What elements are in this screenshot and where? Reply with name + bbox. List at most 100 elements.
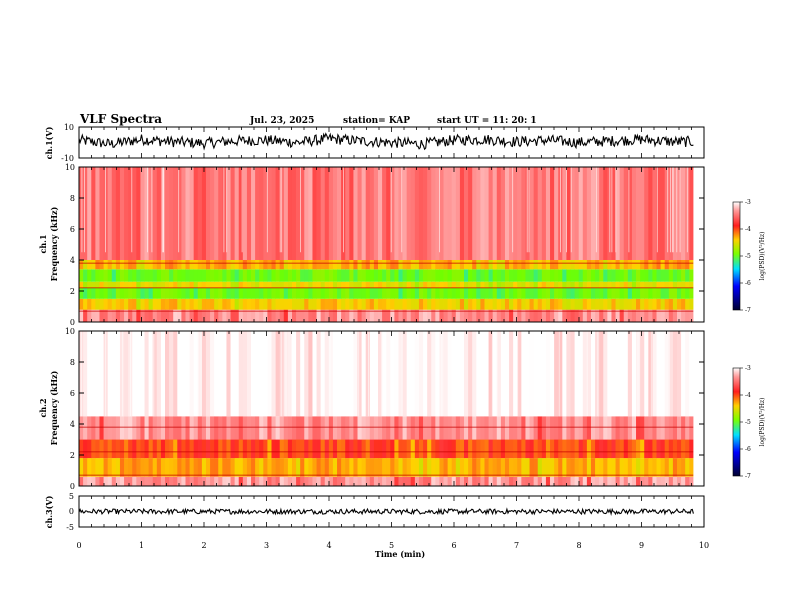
spectrogram-cell (517, 167, 522, 260)
spectrogram-cell (320, 281, 326, 288)
spectrogram-cell (472, 439, 477, 459)
spectrogram-cell (427, 287, 432, 299)
spectrogram-cell (300, 287, 305, 299)
spectrogram-cell (337, 416, 342, 440)
spectrogram-cell (623, 281, 629, 288)
spectrogram-cell (611, 331, 616, 417)
spectrogram-cell (369, 167, 375, 260)
spectrogram-cell (648, 439, 653, 459)
spectrogram-cell (464, 309, 469, 322)
spectrogram-cell (631, 476, 637, 486)
spectrogram-cell (365, 416, 371, 440)
spectrogram-cell (525, 476, 530, 486)
spectrogram-cell (226, 260, 231, 270)
spectrogram-cell (115, 167, 121, 260)
spectrogram-gap (178, 167, 180, 253)
spectrogram-cell (91, 281, 96, 288)
spectrogram-cell (615, 167, 621, 260)
spectrogram-cell (627, 439, 633, 459)
spectrogram-cell (124, 298, 129, 310)
ch1-spec-ylabel-channel: ch.1 (38, 234, 48, 253)
spectrogram-cell (447, 167, 453, 260)
spectrogram-cell (193, 309, 199, 322)
spectrogram-cell (582, 260, 588, 270)
spectrogram-cell (324, 287, 330, 299)
spectrogram-cell (439, 281, 444, 288)
spectrogram-cell (230, 331, 236, 417)
spectrogram-cell (652, 167, 657, 260)
spectrogram-cell (472, 458, 477, 477)
spectrogram-cell (619, 287, 625, 299)
spectrogram-cell (177, 281, 182, 288)
spectrogram-cell (648, 167, 653, 260)
spectrogram-cell (586, 298, 592, 310)
spectrogram-cell (234, 476, 240, 486)
spectrogram-cell (87, 476, 92, 486)
spectrogram-cell (238, 416, 244, 440)
spectrogram-cell (525, 167, 530, 260)
spectrogram-cell (550, 309, 555, 322)
spectrogram-cell (246, 269, 252, 282)
spectrogram-cell (275, 331, 281, 417)
spectrogram-cell (238, 309, 244, 322)
spectrogram-cell (205, 331, 211, 417)
spectrogram-cell (464, 287, 469, 299)
spectrogram-cell (91, 167, 96, 260)
spectrogram-cell (648, 298, 653, 310)
spectrogram-cell (443, 439, 449, 459)
spectrogram-cell (369, 476, 375, 486)
spectrogram-cell (185, 476, 190, 486)
spectrogram-cell (611, 260, 616, 270)
spectrogram-gap (570, 167, 572, 253)
spectrogram-cell (308, 476, 313, 486)
spectrogram-gap (496, 331, 498, 417)
spectrogram-gap (645, 331, 646, 417)
spectrogram-cell (443, 269, 449, 282)
spectrogram-cell (169, 476, 174, 486)
spectrogram-cell (271, 309, 276, 322)
spectrogram-cell (361, 269, 367, 282)
spectrogram-cell (91, 269, 96, 282)
spectrogram-cell (607, 439, 612, 459)
spectrogram-cell (222, 298, 227, 310)
spectrogram-cell (480, 269, 485, 282)
spectrogram-cell (636, 416, 641, 440)
spectrogram-cell (128, 458, 133, 477)
spectrogram-cell (263, 287, 268, 299)
spectrogram-cell (623, 439, 629, 459)
spectrogram-cell (160, 458, 166, 477)
spectrogram-cell (480, 458, 485, 477)
spectrogram-cell (537, 416, 543, 440)
spectrogram-cell (402, 331, 408, 417)
spectrogram-cell (423, 269, 428, 282)
spectrogram-cell (99, 298, 104, 310)
spectrogram-cell (119, 476, 125, 486)
spectrogram-cell (529, 476, 535, 486)
spectrogram-cell (525, 439, 530, 459)
spectrogram-cell (222, 269, 227, 282)
spectrogram-cell (631, 269, 637, 282)
spectrogram-cell (562, 476, 567, 486)
spectrogram-cell (353, 281, 358, 288)
spectrogram-cell (627, 287, 633, 299)
spectrogram-cell (79, 298, 84, 310)
spectrogram-cell (332, 309, 338, 322)
spectrogram-gap (302, 331, 304, 417)
spectrogram-cell (599, 287, 604, 299)
spectrogram-cell (464, 167, 469, 260)
spectrogram-cell (156, 416, 162, 440)
spectrogram-gap (609, 167, 611, 253)
spectrogram-cell (369, 298, 375, 310)
spectrogram-cell (652, 476, 657, 486)
spectrogram-cell (619, 260, 625, 270)
spectrogram-cell (545, 287, 551, 299)
spectrogram-cell (414, 281, 420, 288)
spectrogram-cell (246, 309, 252, 322)
spectrogram-cell (201, 416, 207, 440)
spectrogram-cell (79, 281, 84, 288)
spectrogram-cell (672, 167, 678, 260)
spectrogram-cell (283, 281, 289, 288)
spectrogram-cell (398, 281, 403, 288)
spectrogram-cell (615, 416, 621, 440)
spectrogram-cell (259, 416, 264, 440)
